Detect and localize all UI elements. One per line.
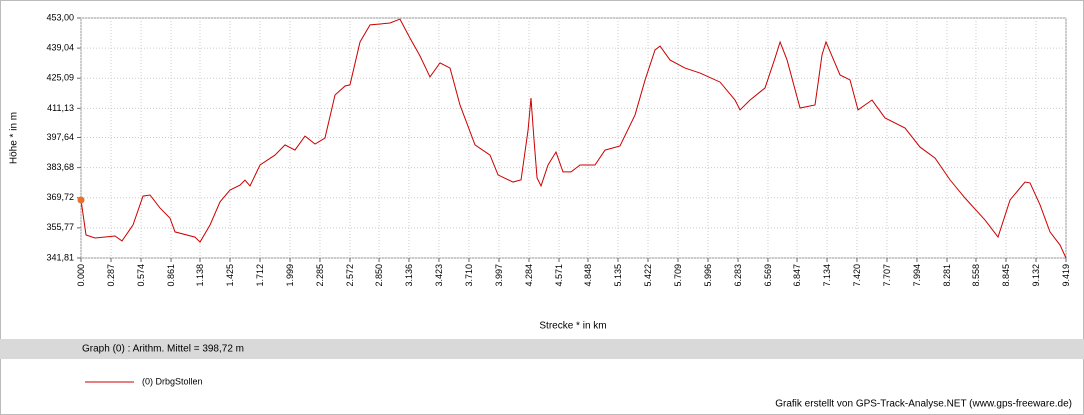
x-tick-label: 3.136 <box>404 264 414 287</box>
x-tick-label: 8.281 <box>942 264 952 287</box>
x-tick-label: 0.861 <box>166 264 176 287</box>
x-tick-label: 3.997 <box>494 264 504 287</box>
x-tick-label: 2.850 <box>374 264 384 287</box>
line <box>80 18 1067 259</box>
x-tick-label: 7.134 <box>822 264 832 287</box>
x-tick-label: 5.135 <box>613 264 623 287</box>
y-tick-label: 439,04 <box>46 43 74 53</box>
x-tick-label: 1.138 <box>195 264 205 287</box>
y-tick-label: 397,64 <box>46 132 74 142</box>
y-tick-label: 411,13 <box>47 103 74 113</box>
y-tick-label: 355,77 <box>46 222 74 232</box>
x-tick-label: 2.572 <box>345 264 355 287</box>
start-marker <box>77 196 85 204</box>
x-tick-label: 3.710 <box>464 264 474 287</box>
x-tick-label: 2.285 <box>315 264 325 287</box>
x-tick-label: 1.712 <box>255 264 265 287</box>
y-tick-label: 383,68 <box>46 162 74 172</box>
x-tick-label: 5.422 <box>643 264 653 287</box>
x-tick-label: 0.574 <box>136 264 146 287</box>
x-tick-label: 6.569 <box>763 264 773 287</box>
y-tick-label: 369,72 <box>46 192 74 202</box>
summary-band <box>0 339 1084 359</box>
x-tick-label: 5.709 <box>673 264 683 287</box>
y-axis-label: Höhe * in m <box>9 112 20 164</box>
x-tick-label: 3.423 <box>434 264 444 287</box>
x-tick-label: 7.994 <box>912 264 922 287</box>
x-tick-label: 9.132 <box>1031 264 1041 287</box>
y-tick-label: 341,81 <box>46 252 74 262</box>
y-tick-label: 453,00 <box>46 12 74 22</box>
x-tick-label: 7.420 <box>852 264 862 287</box>
x-tick-label: 4.571 <box>554 264 564 287</box>
x-axis-label: Strecke * in km <box>539 321 606 332</box>
x-tick-label: 6.847 <box>792 264 802 287</box>
x-tick-label: 0.000 <box>76 264 86 287</box>
x-tick-label: 1.425 <box>225 264 235 287</box>
x-tick-label: 8.558 <box>971 264 981 287</box>
x-tick-label: 4.284 <box>524 264 534 287</box>
x-tick-label: 7.707 <box>882 264 892 287</box>
x-tick-label: 1.999 <box>285 264 295 287</box>
x-tick-label: 9.419 <box>1061 264 1071 287</box>
y-tick-label: 425,09 <box>46 73 74 83</box>
credit: Grafik erstellt von GPS-Track-Analyse.NE… <box>775 399 1072 410</box>
legend-label: (0) DrbgStollen <box>142 376 203 386</box>
x-tick-label: 0.287 <box>106 264 116 287</box>
x-tick-label: 4.848 <box>583 264 593 287</box>
x-tick-label: 6.283 <box>733 264 743 287</box>
x-tick-label: 8.845 <box>1001 264 1011 287</box>
summary: Graph (0) : Arithm. Mittel = 398,72 m <box>82 344 244 355</box>
x-tick-label: 5.996 <box>703 264 713 287</box>
